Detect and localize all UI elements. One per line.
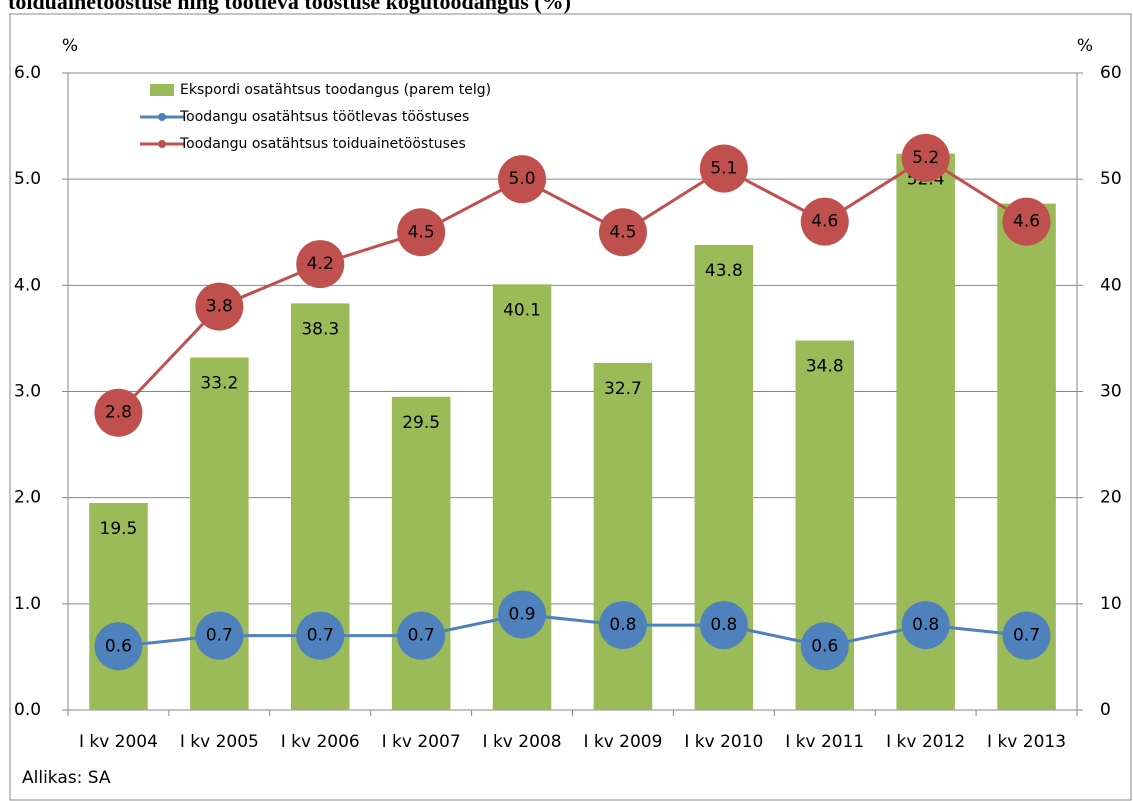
data-label: 34.8 <box>806 357 844 377</box>
legend-label: Ekspordi osatähtsus toodangus (parem tel… <box>180 82 491 98</box>
data-label: 0.7 <box>1013 626 1040 646</box>
marker <box>901 601 950 650</box>
marker <box>800 197 849 246</box>
y2-axis-label: % <box>1077 36 1093 56</box>
data-label: 4.6 <box>811 212 838 232</box>
legend-swatch <box>158 113 166 121</box>
y-tick-label: 3.0 <box>14 382 41 402</box>
bar <box>492 284 552 710</box>
y-tick-label: 4.0 <box>14 275 41 295</box>
data-label: 3.8 <box>206 297 233 317</box>
bar <box>593 362 653 710</box>
data-label: 4.2 <box>307 254 334 274</box>
legend-label: Toodangu osatähtsus toiduainetööstuses <box>179 136 466 152</box>
marker <box>699 144 748 193</box>
marker <box>498 590 547 639</box>
y-tick-label: 2.0 <box>14 488 41 508</box>
bar <box>89 502 148 710</box>
data-label: 5.2 <box>912 148 939 168</box>
y-tick-label: 0.0 <box>14 700 41 720</box>
data-label: 0.8 <box>912 615 939 635</box>
x-tick-label: I kv 2006 <box>281 732 360 752</box>
data-label: 0.6 <box>105 636 132 656</box>
chart-title: toiduainetööstuse ning töötleva tööstuse… <box>8 0 571 14</box>
data-label: 0.7 <box>307 626 334 646</box>
y2-tick-label: 60 <box>1100 63 1122 83</box>
y-tick-label: 6.0 <box>14 63 41 83</box>
legend-label: Toodangu osatähtsus töötlevas tööstuses <box>179 109 469 125</box>
x-tick-label: I kv 2013 <box>987 732 1066 752</box>
data-label: 0.6 <box>811 636 838 656</box>
data-label: 33.2 <box>200 374 238 394</box>
x-tick-label: I kv 2008 <box>483 732 562 752</box>
x-tick-label: I kv 2009 <box>583 732 662 752</box>
x-tick-label: I kv 2012 <box>886 732 965 752</box>
data-label: 0.7 <box>206 626 233 646</box>
data-label: 2.8 <box>105 403 132 423</box>
data-label: 5.0 <box>509 169 536 189</box>
marker <box>1002 197 1051 246</box>
x-tick-label: I kv 2004 <box>79 732 158 752</box>
marker <box>901 133 950 182</box>
legend-swatch <box>150 84 174 96</box>
y2-tick-label: 40 <box>1100 275 1122 295</box>
y2-tick-label: 0 <box>1100 700 1111 720</box>
data-label: 38.3 <box>301 319 339 339</box>
x-tick-label: I kv 2010 <box>684 732 763 752</box>
y2-tick-label: 20 <box>1100 488 1122 508</box>
data-label: 29.5 <box>402 413 440 433</box>
y-tick-label: 1.0 <box>14 594 41 614</box>
data-label: 4.6 <box>1013 212 1040 232</box>
x-tick-label: I kv 2011 <box>785 732 864 752</box>
data-label: 0.8 <box>710 615 737 635</box>
y2-tick-label: 30 <box>1100 382 1122 402</box>
marker <box>800 622 849 671</box>
marker <box>296 611 345 660</box>
marker <box>1002 611 1051 660</box>
data-label: 4.5 <box>408 222 435 242</box>
x-tick-label: I kv 2007 <box>382 732 461 752</box>
y-tick-label: 5.0 <box>14 169 41 189</box>
source: Allikas: SA <box>22 768 111 788</box>
marker <box>397 208 446 257</box>
marker <box>598 208 647 257</box>
x-tick-label: I kv 2005 <box>180 732 259 752</box>
data-label: 0.9 <box>509 604 536 624</box>
marker <box>94 622 143 671</box>
marker <box>598 601 647 650</box>
legend-swatch <box>158 140 166 148</box>
marker <box>296 240 345 289</box>
data-label: 5.1 <box>710 159 737 179</box>
marker <box>195 282 244 331</box>
marker <box>195 611 244 660</box>
marker <box>94 388 143 437</box>
line <box>118 612 1027 648</box>
data-label: 43.8 <box>705 261 743 281</box>
data-label: 32.7 <box>604 379 642 399</box>
y-axis-label: % <box>62 36 78 56</box>
marker <box>397 611 446 660</box>
marker <box>699 601 748 650</box>
bar <box>391 396 451 710</box>
data-label: 0.7 <box>408 626 435 646</box>
y2-tick-label: 10 <box>1100 594 1122 614</box>
data-label: 4.5 <box>609 222 636 242</box>
y2-tick-label: 50 <box>1100 169 1122 189</box>
data-label: 0.8 <box>609 615 636 635</box>
chart-frame <box>9 13 1132 801</box>
data-label: 40.1 <box>503 300 541 320</box>
marker <box>498 155 547 204</box>
line <box>117 156 1028 414</box>
data-label: 19.5 <box>100 519 138 539</box>
